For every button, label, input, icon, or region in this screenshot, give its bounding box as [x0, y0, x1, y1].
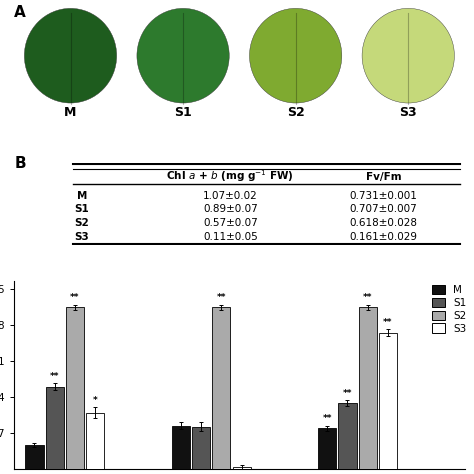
- Text: **: **: [343, 389, 352, 398]
- Ellipse shape: [249, 9, 342, 103]
- Text: 0.11±0.05: 0.11±0.05: [203, 232, 258, 242]
- Ellipse shape: [137, 9, 229, 103]
- Text: 0.707±0.007: 0.707±0.007: [350, 204, 417, 214]
- Bar: [192, 427, 210, 469]
- Text: B: B: [14, 156, 26, 171]
- Text: 0.89±0.07: 0.89±0.07: [203, 204, 258, 214]
- Text: S1: S1: [74, 204, 89, 214]
- Legend: M, S1, S2, S3: M, S1, S2, S3: [430, 283, 468, 336]
- Text: M: M: [64, 106, 77, 119]
- Text: **: **: [383, 318, 393, 327]
- Text: S1: S1: [174, 106, 192, 119]
- Text: **: **: [363, 293, 373, 302]
- Text: 0.618±0.028: 0.618±0.028: [349, 218, 418, 228]
- Text: M: M: [77, 191, 87, 201]
- Text: 0.731±0.001: 0.731±0.001: [349, 191, 418, 201]
- Bar: [338, 403, 356, 469]
- Text: S3: S3: [400, 106, 417, 119]
- Text: **: **: [322, 414, 332, 423]
- Bar: [66, 307, 84, 469]
- Text: A: A: [14, 5, 26, 20]
- Text: 0.161±0.029: 0.161±0.029: [349, 232, 418, 242]
- Bar: [379, 333, 397, 469]
- Bar: [318, 428, 336, 469]
- Bar: [212, 307, 230, 469]
- Bar: [86, 413, 104, 469]
- Text: S3: S3: [74, 232, 89, 242]
- Text: *: *: [93, 396, 98, 405]
- Bar: [359, 307, 377, 469]
- Bar: [233, 467, 251, 469]
- Text: **: **: [50, 372, 60, 381]
- Text: Chl $a$ + $b$ (mg g$^{-1}$ FW): Chl $a$ + $b$ (mg g$^{-1}$ FW): [166, 169, 294, 184]
- Bar: [46, 387, 64, 469]
- Ellipse shape: [24, 9, 117, 103]
- Text: 0.57±0.07: 0.57±0.07: [203, 218, 258, 228]
- Text: S2: S2: [287, 106, 304, 119]
- Bar: [172, 426, 190, 469]
- Ellipse shape: [362, 9, 455, 103]
- Text: **: **: [217, 293, 226, 302]
- Text: **: **: [70, 293, 80, 302]
- Text: S2: S2: [74, 218, 89, 228]
- Text: Fv/Fm: Fv/Fm: [365, 172, 401, 182]
- Bar: [26, 445, 44, 469]
- Text: 1.07±0.02: 1.07±0.02: [203, 191, 258, 201]
